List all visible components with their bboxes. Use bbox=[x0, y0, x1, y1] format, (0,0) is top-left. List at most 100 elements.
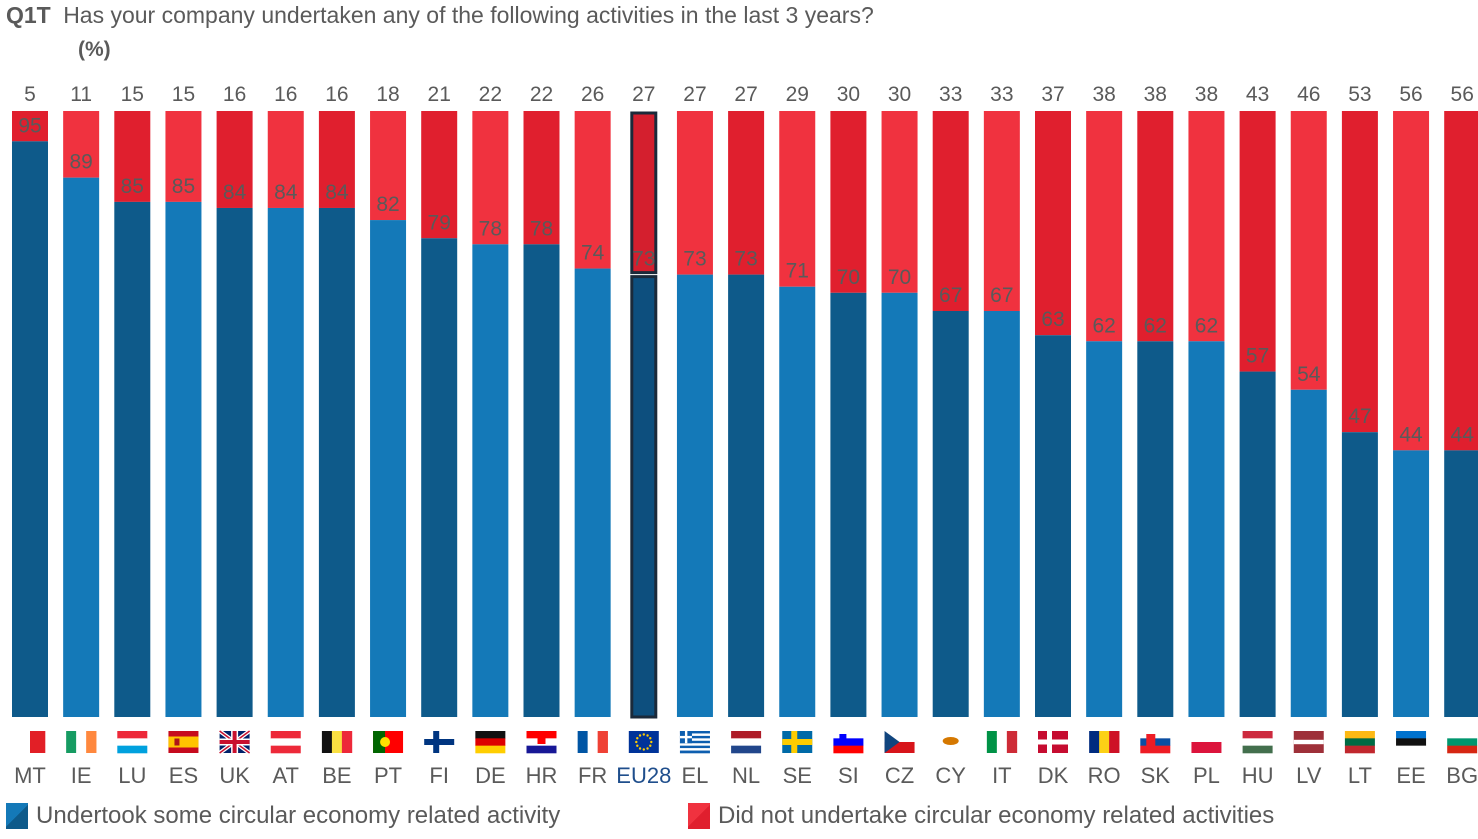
bar-undertook-hr bbox=[523, 244, 560, 717]
category-label-mt: MT bbox=[14, 763, 46, 788]
bar-undertook-fi bbox=[421, 238, 458, 717]
uk-flag-icon bbox=[218, 729, 251, 755]
value-label-undertook-se: 71 bbox=[786, 260, 809, 283]
bar-did-not-hr bbox=[523, 111, 560, 245]
category-label-el: EL bbox=[681, 763, 708, 788]
cz-flag-icon bbox=[884, 731, 915, 753]
bar-did-not-lu bbox=[114, 111, 151, 202]
bar-did-not-es bbox=[165, 111, 202, 202]
de-flag-icon bbox=[475, 731, 506, 754]
value-label-undertook-pl: 62 bbox=[1195, 314, 1218, 337]
value-label-undertook-dk: 63 bbox=[1041, 308, 1064, 331]
be-flag-icon bbox=[321, 731, 353, 753]
question-code: Q1T bbox=[6, 2, 51, 28]
value-label-undertook-eu28: 73 bbox=[632, 248, 655, 271]
value-label-did-not-hr: 22 bbox=[530, 83, 553, 106]
bar-undertook-it bbox=[983, 310, 1020, 717]
hu-flag-icon bbox=[1242, 731, 1273, 754]
bar-did-not-fr bbox=[574, 111, 611, 269]
category-label-at: AT bbox=[273, 763, 299, 788]
value-label-did-not-at: 16 bbox=[274, 83, 297, 106]
ee-flag-icon bbox=[1396, 731, 1427, 754]
bar-undertook-lu bbox=[114, 201, 151, 717]
bar-undertook-nl bbox=[728, 274, 765, 717]
value-label-undertook-at: 84 bbox=[274, 181, 298, 204]
bar-undertook-mt bbox=[12, 141, 48, 718]
legend-swatch-blue bbox=[6, 803, 28, 829]
eu-flag-icon bbox=[628, 731, 659, 753]
legend-label: Undertook some circular economy related … bbox=[36, 802, 561, 829]
cy-flag-icon bbox=[935, 731, 966, 753]
category-label-ie: IE bbox=[71, 763, 92, 788]
chart-header: Q1T Has your company undertaken any of t… bbox=[6, 2, 874, 29]
value-label-undertook-bg: 44 bbox=[1451, 423, 1475, 446]
legend-item-did-not: Did not undertake circular economy relat… bbox=[688, 802, 1274, 830]
value-label-undertook-fr: 74 bbox=[581, 242, 605, 265]
bar-did-not-dk bbox=[1035, 111, 1071, 336]
category-label-cy: CY bbox=[935, 763, 966, 788]
bar-did-not-nl bbox=[728, 111, 765, 275]
bar-undertook-bg bbox=[1444, 450, 1478, 717]
value-label-undertook-de: 78 bbox=[479, 217, 502, 240]
value-label-undertook-si: 70 bbox=[837, 266, 860, 289]
category-label-cz: CZ bbox=[885, 763, 914, 788]
value-label-did-not-nl: 27 bbox=[734, 83, 757, 106]
unit-label: (%) bbox=[78, 38, 111, 61]
value-label-did-not-ro: 38 bbox=[1092, 83, 1115, 106]
bar-did-not-fi bbox=[421, 111, 458, 239]
bar-undertook-sk bbox=[1137, 341, 1174, 717]
value-label-did-not-eu28: 27 bbox=[632, 83, 655, 106]
value-label-undertook-be: 84 bbox=[325, 181, 349, 204]
bg-flag-icon bbox=[1447, 731, 1478, 754]
bar-did-not-hu bbox=[1239, 111, 1276, 372]
value-label-undertook-ie: 89 bbox=[69, 151, 92, 174]
value-label-undertook-cy: 67 bbox=[939, 284, 962, 307]
value-label-undertook-pt: 82 bbox=[376, 193, 399, 216]
bar-did-not-el bbox=[676, 111, 713, 275]
bar-undertook-cz bbox=[881, 292, 918, 717]
bar-undertook-ee bbox=[1393, 450, 1430, 717]
category-label-ro: RO bbox=[1088, 763, 1121, 788]
category-label-uk: UK bbox=[219, 763, 250, 788]
value-label-did-not-ee: 56 bbox=[1399, 83, 1422, 106]
at-flag-icon bbox=[270, 731, 301, 754]
category-label-hu: HU bbox=[1242, 763, 1274, 788]
value-label-undertook-lu: 85 bbox=[121, 175, 144, 198]
category-label-eu28: EU28 bbox=[616, 763, 671, 788]
bar-did-not-se bbox=[779, 111, 816, 287]
bar-did-not-at bbox=[267, 111, 304, 208]
bar-undertook-es bbox=[165, 201, 202, 717]
legend-swatch-red bbox=[688, 803, 710, 829]
fi-flag-icon bbox=[424, 731, 455, 753]
category-label-be: BE bbox=[322, 763, 351, 788]
bar-undertook-at bbox=[267, 207, 304, 717]
value-label-did-not-de: 22 bbox=[479, 83, 502, 106]
bar-did-not-ee bbox=[1393, 111, 1430, 451]
ro-flag-icon bbox=[1089, 731, 1120, 753]
value-label-undertook-nl: 73 bbox=[734, 248, 757, 271]
value-label-undertook-hr: 78 bbox=[530, 217, 553, 240]
bar-undertook-uk bbox=[216, 207, 253, 717]
bar-undertook-lv bbox=[1290, 389, 1327, 717]
bar-did-not-eu28 bbox=[630, 111, 658, 275]
bar-did-not-sk bbox=[1137, 111, 1174, 342]
el-flag-icon bbox=[679, 731, 710, 754]
category-label-de: DE bbox=[475, 763, 506, 788]
category-label-bg: BG bbox=[1446, 763, 1478, 788]
bar-did-not-ro bbox=[1086, 111, 1123, 342]
bar-undertook-fr bbox=[574, 268, 611, 717]
value-label-did-not-el: 27 bbox=[683, 83, 706, 106]
legend-label: Did not undertake circular economy relat… bbox=[718, 802, 1275, 829]
lt-flag-icon bbox=[1344, 731, 1375, 754]
value-label-did-not-si: 30 bbox=[837, 83, 860, 106]
value-label-undertook-uk: 84 bbox=[223, 181, 247, 204]
bar-undertook-pl bbox=[1188, 341, 1225, 717]
bar-did-not-cz bbox=[881, 111, 918, 293]
bar-did-not-pl bbox=[1188, 111, 1225, 342]
it-flag-icon bbox=[986, 731, 1018, 753]
bar-undertook-hu bbox=[1239, 371, 1276, 717]
value-label-did-not-es: 15 bbox=[172, 83, 195, 106]
category-label-hr: HR bbox=[526, 763, 558, 788]
nl-flag-icon bbox=[731, 731, 762, 754]
bar-did-not-it bbox=[983, 111, 1020, 311]
